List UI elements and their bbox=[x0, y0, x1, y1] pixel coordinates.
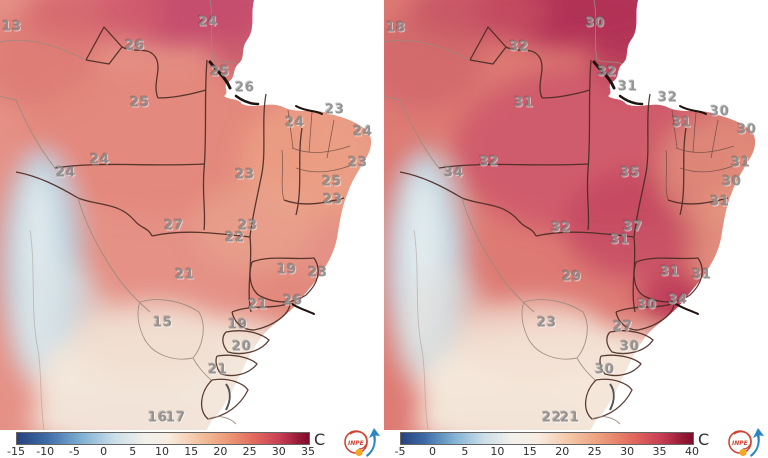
colorbar-tick-label: 35 bbox=[301, 445, 315, 458]
orange-dot-icon bbox=[355, 448, 363, 457]
left-map bbox=[0, 0, 372, 430]
right-colorbar: -5 0 5 10 15 20 25 30 35 40 C INPE bbox=[384, 428, 768, 458]
inpe-logo: INPE bbox=[344, 428, 380, 457]
right-unit-label: C bbox=[698, 430, 710, 449]
left-unit-label: C bbox=[314, 430, 326, 449]
colorbar-tick-label: 15 bbox=[522, 445, 537, 458]
colorbar-tick-label: 20 bbox=[213, 445, 228, 458]
right-map-panel: 18 32 30 32 31 31 32 31 30 30 31 30 31 34 32 35 37 31 32 29… bbox=[384, 0, 768, 458]
inpe-logo: INPE bbox=[728, 428, 764, 457]
blue-arrow-icon bbox=[750, 428, 764, 457]
colorbar-tick-label: 25 bbox=[587, 445, 602, 458]
colorbar-tick-label: 5 bbox=[461, 445, 469, 458]
inpe-logo-text: INPE bbox=[348, 440, 365, 447]
colorbar-tick-label: 15 bbox=[184, 445, 199, 458]
left-map-panel: 13 26 24 25 26 25 24 23 24 23 25 23 24 24 23 27 23 22 21 19… bbox=[0, 0, 384, 458]
left-colorbar-gradient bbox=[16, 432, 310, 445]
left-colorbar: -15 -10 -5 0 5 10 15 20 25 30 35 C INPE bbox=[0, 428, 384, 458]
right-colorbar-gradient bbox=[400, 432, 694, 445]
colorbar-tick-label: -5 bbox=[68, 445, 80, 458]
colorbar-tick-label: 30 bbox=[620, 445, 635, 458]
blue-arrow-icon bbox=[366, 428, 380, 457]
colorbar-tick-label: 10 bbox=[490, 445, 505, 458]
colorbar-tick-label: 5 bbox=[129, 445, 137, 458]
inpe-logo-text: INPE bbox=[732, 440, 749, 447]
colorbar-tick-label: -5 bbox=[394, 445, 406, 458]
colorbar-tick-label: 20 bbox=[555, 445, 570, 458]
colorbar-tick-label: 40 bbox=[685, 445, 699, 458]
colorbar-tick-label: 0 bbox=[428, 445, 436, 458]
orange-dot-icon bbox=[739, 448, 747, 457]
colorbar-tick-label: -15 bbox=[7, 445, 25, 458]
colorbar-tick-label: -10 bbox=[36, 445, 55, 458]
right-map bbox=[384, 0, 756, 430]
colorbar-tick-label: 35 bbox=[652, 445, 667, 458]
colorbar-tick-label: 25 bbox=[242, 445, 257, 458]
colorbar-tick-label: 10 bbox=[155, 445, 169, 458]
left-colorbar-ticks: -15 -10 -5 0 5 10 15 20 25 30 35 bbox=[7, 445, 315, 458]
colorbar-tick-label: 0 bbox=[100, 445, 108, 458]
right-colorbar-ticks: -5 0 5 10 15 20 25 30 35 40 bbox=[395, 445, 699, 458]
colorbar-tick-label: 30 bbox=[271, 445, 286, 458]
